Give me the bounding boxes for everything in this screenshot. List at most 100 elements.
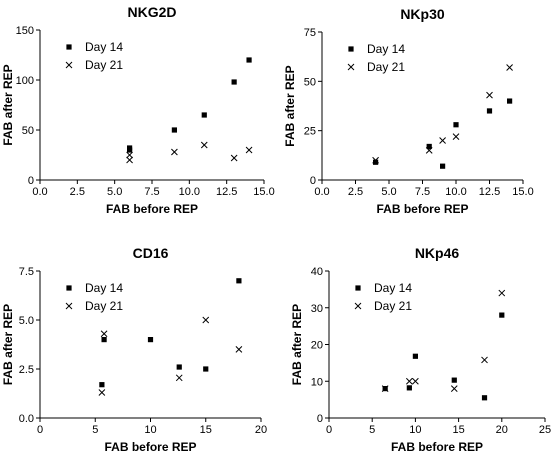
nkg2d-point-day21 <box>200 141 208 149</box>
cd16-legend-label-1: Day 21 <box>85 299 123 313</box>
nkp30-x-tick-label: 15.0 <box>512 186 533 198</box>
nkg2d-legend-marker-0 <box>66 44 72 50</box>
nkp46-y-tick-label: 20 <box>311 340 323 352</box>
nkp46-point-day21 <box>412 377 419 385</box>
nkp46-x-tick-label: 5 <box>369 424 375 436</box>
nkp30-x-tick-label: 5.0 <box>381 186 396 198</box>
nkp46-point-day21 <box>405 377 413 385</box>
cd16-point-day21 <box>175 374 183 382</box>
nkp46-x-tick-label: 10 <box>409 424 421 436</box>
nkg2d-point-day14 <box>231 79 237 85</box>
panel-nkg2d: NKG2D 0.0 2.5 5.0 7.5 10.0 12.5 15.0 0 50 100 150 FA… <box>1 4 275 216</box>
nkp46-y-axis-label: FAB after REP <box>290 304 304 385</box>
cd16-x-tick-label: 15 <box>200 424 212 436</box>
cd16-point-day21 <box>98 389 106 396</box>
nkp30-point-day14 <box>440 163 446 169</box>
nkg2d-x-axis-label: FAB before REP <box>106 202 198 216</box>
nkp30-point-day21 <box>439 137 446 144</box>
nkp30-y-tick-label: 0 <box>310 175 316 187</box>
nkp30-y-tick-label: 25 <box>304 126 316 138</box>
nkg2d-x-tick-label: 2.5 <box>70 186 85 198</box>
cd16-x-tick-label: 5 <box>92 424 98 436</box>
nkp46-legend-marker-0 <box>355 285 361 291</box>
panel-nkp46: NKp46 0 5 10 15 20 25 0 10 20 30 40 FAB before REP FA… <box>290 245 551 454</box>
cd16-title: CD16 <box>133 245 169 261</box>
nkp46-y-tick-label: 30 <box>311 303 323 315</box>
nkg2d-x-tick-label: 15.0 <box>253 186 274 198</box>
nkg2d-legend-label-1: Day 21 <box>85 58 123 72</box>
cd16-point-day14 <box>147 337 154 343</box>
nkg2d-point-day21 <box>126 151 133 159</box>
nkp30-point-day14 <box>373 159 379 165</box>
nkp46-title: NKp46 <box>415 245 460 261</box>
nkg2d-point-day14 <box>246 57 252 63</box>
cd16-legend-marker-0 <box>66 285 72 291</box>
nkp46-x-axis-label: FAB before REP <box>391 440 483 454</box>
nkp46-point-day14 <box>412 353 418 359</box>
cd16-legend-label-0: Day 14 <box>85 281 123 295</box>
nkp46-y-tick-label: 0 <box>317 413 323 425</box>
nkg2d-point-day14 <box>201 112 207 118</box>
nkp30-x-tick-label: 7.5 <box>415 186 430 198</box>
nkp30-point-day14 <box>453 122 459 128</box>
cd16-x-tick-label: 0 <box>37 424 43 436</box>
nkp30-x-tick-label: 2.5 <box>348 186 363 198</box>
cd16-point-day14 <box>99 382 105 388</box>
nkp46-point-day21 <box>481 356 488 364</box>
nkp46-legend-label-1: Day 21 <box>374 299 412 313</box>
nkp46-point-day14 <box>406 385 412 391</box>
cd16-y-axis-label: FAB after REP <box>1 304 15 385</box>
nkp30-y-axis-label: FAB after REP <box>283 65 297 146</box>
cd16-y-tick-label: 2.5 <box>19 364 34 376</box>
nkg2d-y-tick-label: 0 <box>28 175 34 187</box>
cd16-point-day14 <box>176 364 182 370</box>
nkp46-point-day21 <box>381 385 389 392</box>
nkp30-y-tick-label: 50 <box>304 76 316 88</box>
cd16-x-axis-label: FAB before REP <box>104 440 196 454</box>
nkg2d-point-day21 <box>171 148 178 156</box>
cd16-legend-marker-1 <box>65 302 73 310</box>
nkg2d-y-tick-label: 150 <box>16 25 34 37</box>
nkp30-point-day14 <box>507 98 513 104</box>
nkp46-x-tick-label: 0 <box>326 424 332 436</box>
nkp30-point-day21 <box>372 156 379 164</box>
nkg2d-point-day14 <box>171 127 177 133</box>
nkg2d-point-day21 <box>245 146 253 154</box>
nkg2d-x-tick-label: 12.5 <box>216 186 237 198</box>
cd16-point-day14 <box>236 278 242 284</box>
nkg2d-point-day21 <box>230 154 238 162</box>
nkp30-legend-label-1: Day 21 <box>367 60 405 74</box>
nkp30-title: NKp30 <box>400 6 445 22</box>
cd16-y-tick-label: 5.0 <box>19 315 34 327</box>
nkp46-point-day21 <box>498 289 506 297</box>
nkp30-x-tick-label: 0.0 <box>314 186 329 198</box>
nkp46-point-day14 <box>499 312 505 318</box>
cd16-y-tick-label: 0.0 <box>19 413 34 425</box>
nkp46-point-day21 <box>450 385 458 392</box>
cd16-point-day14 <box>101 337 107 343</box>
nkp30-point-day21 <box>452 133 460 140</box>
nkg2d-point-day14 <box>127 147 133 153</box>
cd16-point-day21 <box>100 330 108 338</box>
nkp46-x-tick-label: 15 <box>452 424 464 436</box>
nkg2d-x-tick-label: 5.0 <box>107 186 122 198</box>
nkp46-y-tick-label: 40 <box>311 266 323 278</box>
nkp30-point-day21 <box>486 91 493 99</box>
nkp30-point-day21 <box>425 147 433 154</box>
cd16-x-tick-label: 10 <box>144 424 156 436</box>
nkp46-point-day14 <box>451 377 457 383</box>
panel-nkp30: NKp30 0.0 2.5 5.0 7.5 10.0 12.5 15.0 0 25 50 75 FAB … <box>283 6 534 216</box>
nkp30-point-day14 <box>426 143 432 150</box>
nkp46-point-day14 <box>481 395 488 401</box>
nkg2d-point-day21 <box>126 156 133 164</box>
cd16-x-tick-label: 20 <box>255 424 267 436</box>
nkg2d-legend-label-0: Day 14 <box>85 40 123 54</box>
cd16-y-tick-label: 7.5 <box>19 266 34 278</box>
nkp30-legend-marker-0 <box>348 46 354 52</box>
nkp30-point-day14 <box>486 108 493 114</box>
cd16-point-day21 <box>235 346 243 353</box>
nkp46-legend-marker-1 <box>354 302 362 310</box>
nkp46-x-tick-label: 25 <box>539 424 551 436</box>
nkp30-point-day21 <box>506 64 513 71</box>
